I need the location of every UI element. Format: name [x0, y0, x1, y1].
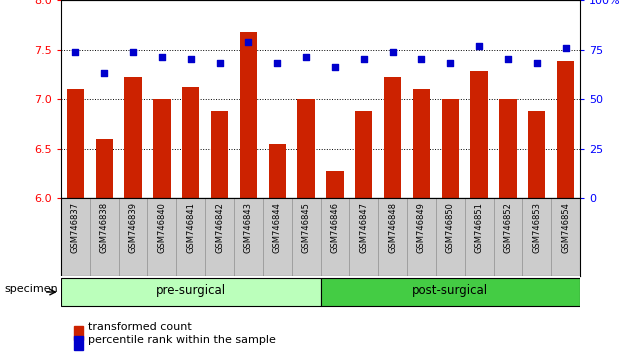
Text: GSM746837: GSM746837 — [71, 202, 80, 253]
Text: GSM746839: GSM746839 — [128, 202, 138, 253]
Text: GSM746850: GSM746850 — [445, 202, 455, 253]
Text: specimen: specimen — [5, 284, 58, 294]
Bar — [355, 111, 372, 198]
Bar — [61, 278, 320, 306]
Text: pre-surgical: pre-surgical — [156, 284, 226, 297]
Point — [560, 45, 571, 50]
Text: GSM746846: GSM746846 — [330, 202, 340, 253]
Point — [128, 49, 138, 55]
Bar — [297, 99, 315, 198]
Bar — [326, 171, 344, 198]
Text: GSM746853: GSM746853 — [532, 202, 542, 253]
Point — [71, 49, 81, 55]
Bar — [269, 144, 286, 198]
Text: GSM746847: GSM746847 — [359, 202, 369, 253]
Text: GSM746843: GSM746843 — [244, 202, 253, 253]
Point — [272, 61, 283, 66]
Point — [244, 39, 254, 45]
Point — [387, 49, 397, 55]
Text: transformed count: transformed count — [88, 322, 192, 332]
Bar — [413, 89, 430, 198]
Bar — [240, 32, 257, 198]
Point — [214, 61, 225, 66]
Point — [359, 57, 369, 62]
Point — [157, 55, 167, 60]
Bar — [442, 99, 459, 198]
Text: percentile rank within the sample: percentile rank within the sample — [88, 335, 276, 345]
Point — [474, 43, 485, 48]
Point — [445, 61, 455, 66]
Point — [301, 55, 312, 60]
Point — [186, 57, 196, 62]
Text: GSM746844: GSM746844 — [272, 202, 282, 253]
Point — [503, 57, 513, 62]
Bar — [557, 62, 574, 198]
Point — [99, 70, 109, 76]
Text: post-surgical: post-surgical — [412, 284, 488, 297]
Bar — [384, 77, 401, 198]
Text: GSM746852: GSM746852 — [503, 202, 513, 253]
Text: GSM746841: GSM746841 — [186, 202, 196, 253]
Bar — [153, 99, 171, 198]
Bar — [320, 278, 580, 306]
Text: GSM746849: GSM746849 — [417, 202, 426, 253]
Bar — [124, 77, 142, 198]
Point — [330, 64, 340, 70]
Text: GSM746851: GSM746851 — [474, 202, 484, 253]
Text: GSM746854: GSM746854 — [561, 202, 570, 253]
Point — [417, 57, 427, 62]
Bar — [470, 72, 488, 198]
Text: GSM746838: GSM746838 — [99, 202, 109, 253]
Text: GSM746848: GSM746848 — [388, 202, 397, 253]
Text: GSM746842: GSM746842 — [215, 202, 224, 253]
Bar — [182, 87, 199, 198]
Bar — [96, 139, 113, 198]
Bar — [499, 99, 517, 198]
Bar — [211, 111, 228, 198]
Text: GSM746840: GSM746840 — [157, 202, 167, 253]
Point — [532, 61, 542, 66]
Text: GSM746845: GSM746845 — [301, 202, 311, 253]
Bar — [67, 89, 84, 198]
Bar — [528, 111, 545, 198]
